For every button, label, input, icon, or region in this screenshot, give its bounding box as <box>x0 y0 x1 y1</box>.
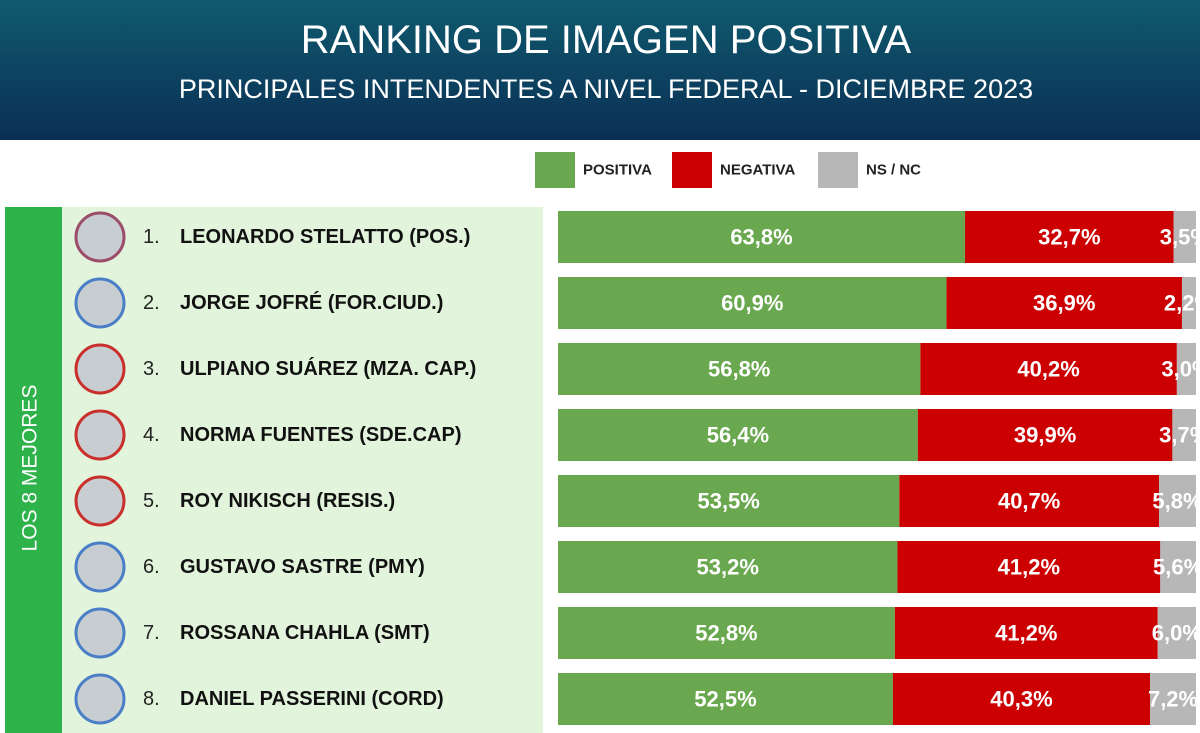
chart-subtitle: PRINCIPALES INTENDENTES A NIVEL FEDERAL … <box>179 74 1033 104</box>
value-label: 5,6% <box>1153 555 1200 580</box>
legend-label: NEGATIVA <box>720 162 795 179</box>
bar-segment <box>1176 343 1196 395</box>
bar-segment <box>558 541 898 593</box>
value-label: 6,0% <box>1152 621 1200 646</box>
category-label: NORMA FUENTES (SDE.CAP) <box>180 424 461 446</box>
value-label: 60,9% <box>721 291 783 316</box>
bar-segment <box>965 211 1174 263</box>
bar-segment <box>894 607 1158 659</box>
value-label: 40,7% <box>998 489 1060 514</box>
names-panel <box>62 207 543 733</box>
bar-segment <box>1172 409 1196 461</box>
value-label: 52,5% <box>694 687 756 712</box>
bar-segment <box>558 409 918 461</box>
bar-segment <box>558 673 893 725</box>
bar-segment <box>1160 541 1196 593</box>
group-label: LOS 8 MEJORES <box>19 385 42 552</box>
category-label: ROY NIKISCH (RESIS.) <box>180 490 395 512</box>
header <box>0 0 1200 140</box>
legend-swatch <box>672 152 712 188</box>
rank-label: 2. <box>143 292 160 314</box>
rank-label: 8. <box>143 688 160 710</box>
legend-label: POSITIVA <box>583 162 652 179</box>
value-label: 32,7% <box>1038 225 1100 250</box>
category-label: ROSSANA CHAHLA (SMT) <box>180 622 430 644</box>
bar-segment <box>558 343 921 395</box>
legend-swatch <box>818 152 858 188</box>
rank-label: 5. <box>143 490 160 512</box>
rank-label: 7. <box>143 622 160 644</box>
value-label: 56,8% <box>708 357 770 382</box>
value-label: 53,2% <box>697 555 759 580</box>
category-label: GUSTAVO SASTRE (PMY) <box>180 556 425 578</box>
value-label: 7,2% <box>1148 687 1198 712</box>
value-label: 36,9% <box>1033 291 1095 316</box>
avatar <box>74 475 126 527</box>
category-label: ULPIANO SUÁREZ (MZA. CAP.) <box>180 357 476 380</box>
avatar <box>74 409 126 461</box>
category-label: DANIEL PASSERINI (CORD) <box>180 688 444 710</box>
bar-segment <box>920 343 1177 395</box>
bar-segment <box>1158 475 1196 527</box>
value-label: 56,4% <box>707 423 769 448</box>
value-label: 3,0% <box>1161 357 1200 382</box>
rank-label: 3. <box>143 358 160 380</box>
value-label: 2,2% <box>1164 291 1200 316</box>
value-label: 40,2% <box>1017 357 1079 382</box>
avatar <box>74 607 126 659</box>
legend-swatch <box>535 152 575 188</box>
bar-segment <box>892 673 1151 725</box>
bar-segment <box>1173 211 1196 263</box>
value-label: 3,5% <box>1160 225 1200 250</box>
value-label: 39,9% <box>1014 423 1076 448</box>
rank-label: 6. <box>143 556 160 578</box>
category-label: JORGE JOFRÉ (FOR.CIUD.) <box>180 291 443 314</box>
value-label: 41,2% <box>998 555 1060 580</box>
category-label: LEONARDO STELATTO (POS.) <box>180 226 470 248</box>
bar-segment <box>917 409 1173 461</box>
bar-segment <box>897 541 1161 593</box>
value-label: 41,2% <box>995 621 1057 646</box>
bar-segment <box>558 277 947 329</box>
legend-label: NS / NC <box>866 162 921 179</box>
bar-segment <box>946 277 1182 329</box>
bar-segment <box>1150 673 1196 725</box>
bar-segment <box>558 607 895 659</box>
rank-label: 4. <box>143 424 160 446</box>
avatar <box>74 541 126 593</box>
value-label: 63,8% <box>730 225 792 250</box>
value-label: 3,7% <box>1159 423 1200 448</box>
avatar <box>74 211 126 263</box>
rank-label: 1. <box>143 226 160 248</box>
bar-segment <box>558 475 900 527</box>
bar-segment <box>558 211 966 263</box>
bar-segment <box>1157 607 1196 659</box>
chart-title: RANKING DE IMAGEN POSITIVA <box>301 18 912 62</box>
bar-segment <box>899 475 1159 527</box>
avatar <box>74 277 126 329</box>
bar-segment <box>1181 277 1196 329</box>
value-label: 52,8% <box>695 621 757 646</box>
avatar <box>74 343 126 395</box>
value-label: 5,8% <box>1152 489 1200 514</box>
value-label: 53,5% <box>697 489 759 514</box>
value-label: 40,3% <box>990 687 1052 712</box>
group-strip <box>5 207 62 733</box>
avatar <box>74 673 126 725</box>
